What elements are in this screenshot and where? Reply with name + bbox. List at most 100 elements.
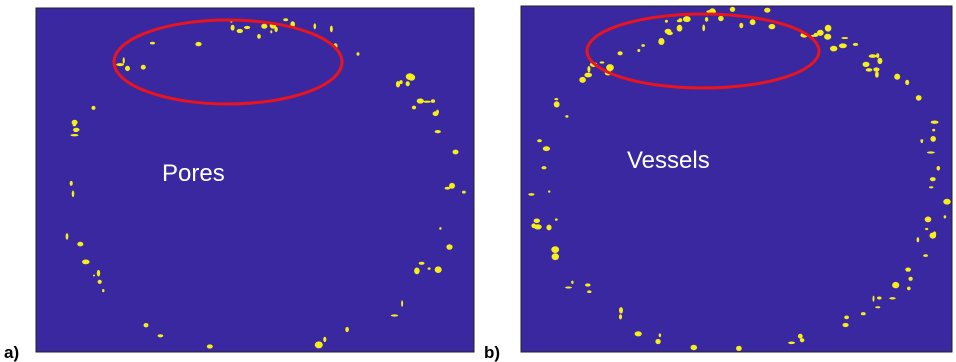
spot bbox=[869, 54, 877, 58]
spot bbox=[892, 282, 899, 288]
spot bbox=[916, 95, 922, 101]
spot bbox=[423, 101, 431, 103]
spot bbox=[637, 49, 640, 52]
spot bbox=[618, 51, 623, 55]
spot bbox=[730, 7, 735, 12]
annotation: Vessels bbox=[627, 147, 710, 174]
spot bbox=[736, 346, 742, 351]
spot bbox=[97, 270, 100, 277]
spot bbox=[677, 25, 683, 32]
spot bbox=[270, 30, 272, 33]
spot bbox=[843, 323, 849, 327]
spot bbox=[817, 30, 824, 36]
spot bbox=[546, 225, 551, 231]
spot bbox=[207, 344, 213, 348]
spot bbox=[552, 253, 559, 260]
spot bbox=[261, 24, 267, 29]
spot bbox=[417, 98, 424, 103]
spot bbox=[406, 73, 414, 80]
spot bbox=[439, 227, 441, 230]
spot bbox=[905, 268, 911, 272]
spot bbox=[587, 66, 590, 72]
spot bbox=[917, 237, 920, 242]
spot bbox=[930, 136, 936, 142]
spot bbox=[125, 66, 130, 71]
spot bbox=[72, 191, 75, 198]
spot bbox=[428, 267, 431, 269]
spot bbox=[894, 74, 900, 80]
spot bbox=[73, 128, 80, 132]
spot bbox=[944, 215, 947, 218]
spot bbox=[739, 23, 743, 29]
spot bbox=[391, 314, 398, 316]
spot bbox=[70, 181, 73, 186]
spot bbox=[102, 289, 104, 292]
spot bbox=[565, 115, 568, 118]
spot bbox=[839, 43, 847, 48]
figure: Pores Vessels a) b) bbox=[0, 0, 956, 362]
spot bbox=[565, 287, 572, 289]
spot bbox=[873, 67, 879, 71]
spot bbox=[551, 246, 559, 253]
spot bbox=[798, 334, 803, 339]
spot bbox=[419, 262, 425, 265]
spot bbox=[414, 268, 420, 275]
spot bbox=[141, 65, 146, 70]
spot bbox=[144, 323, 149, 327]
spot bbox=[923, 254, 928, 257]
spot bbox=[555, 218, 558, 220]
spot bbox=[323, 337, 326, 342]
spot bbox=[841, 37, 848, 39]
spot bbox=[718, 16, 724, 21]
spot bbox=[77, 242, 83, 247]
spot bbox=[877, 58, 882, 64]
spot bbox=[446, 244, 452, 250]
spot bbox=[665, 20, 668, 23]
spot bbox=[825, 25, 832, 32]
spot bbox=[150, 42, 155, 45]
spot bbox=[399, 80, 402, 84]
spot bbox=[619, 307, 623, 313]
spot bbox=[866, 68, 873, 72]
spot bbox=[930, 233, 937, 239]
spot bbox=[116, 63, 124, 66]
spot bbox=[905, 80, 909, 85]
spot bbox=[554, 101, 560, 107]
spot bbox=[606, 64, 614, 71]
spot bbox=[877, 297, 882, 300]
spot bbox=[571, 281, 573, 284]
spot bbox=[123, 57, 125, 64]
spot bbox=[908, 277, 912, 281]
spot bbox=[931, 121, 939, 124]
annotation: Pores bbox=[162, 160, 225, 187]
spot bbox=[584, 73, 592, 78]
spot bbox=[635, 331, 642, 336]
spot bbox=[412, 106, 416, 110]
spot bbox=[537, 139, 542, 142]
spot bbox=[542, 166, 547, 169]
spot bbox=[683, 16, 691, 22]
spot bbox=[788, 342, 795, 345]
spot bbox=[920, 139, 923, 141]
panel-b-image bbox=[521, 6, 952, 352]
spot bbox=[543, 146, 550, 151]
spot bbox=[315, 341, 323, 348]
spot bbox=[844, 316, 849, 320]
spot bbox=[283, 18, 288, 21]
spot bbox=[873, 296, 875, 302]
spot bbox=[750, 19, 756, 25]
spot bbox=[237, 29, 243, 33]
spot bbox=[534, 219, 540, 224]
spot bbox=[453, 150, 459, 155]
spot bbox=[406, 81, 410, 86]
panel-label: a) bbox=[4, 343, 19, 362]
spot bbox=[925, 228, 928, 230]
spot bbox=[863, 62, 870, 67]
spot bbox=[401, 300, 403, 307]
panel-label: b) bbox=[484, 343, 500, 362]
spot bbox=[875, 306, 880, 308]
spot bbox=[619, 314, 622, 319]
spot bbox=[82, 260, 90, 265]
spot bbox=[554, 98, 558, 100]
spot bbox=[72, 120, 78, 125]
